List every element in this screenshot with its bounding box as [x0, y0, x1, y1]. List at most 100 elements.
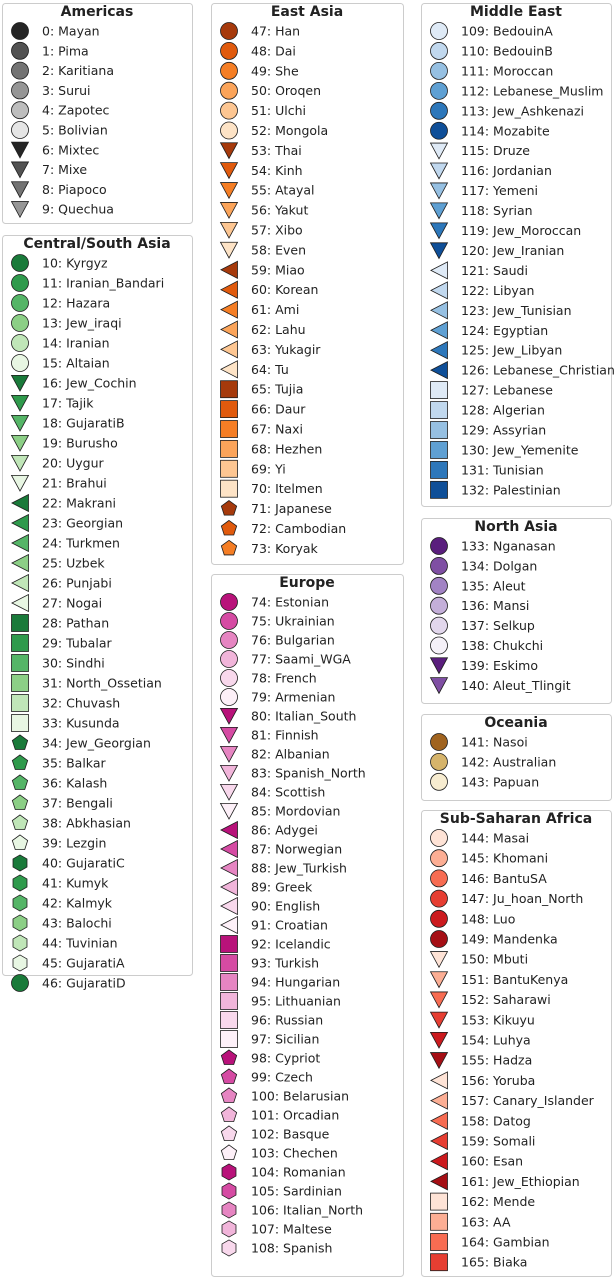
triangle-down-marker [429, 142, 449, 160]
square-marker [430, 441, 448, 459]
legend-item-label: 111: Moroccan [461, 63, 553, 78]
circle-marker [11, 334, 29, 352]
circle-marker [430, 121, 448, 140]
legend-item-label: 110: BedouinB [461, 43, 553, 58]
triangle-down-marker [10, 181, 30, 199]
legend-item-label: 164: Gambian [461, 1235, 550, 1250]
legend-item-label: 12: Hazara [42, 296, 110, 311]
pentagon-marker [220, 1049, 238, 1065]
legend-item-label: 146: BantuSA [461, 871, 547, 886]
square-marker [11, 634, 29, 652]
pentagon-marker [11, 774, 29, 790]
legend-item-label: 109: BedouinA [461, 24, 553, 39]
triangle-left-marker [430, 1111, 448, 1130]
triangle-down-marker [219, 162, 239, 180]
legend-item-label: 70: Itelmen [251, 481, 323, 496]
circle-marker [430, 889, 448, 908]
triangle-left-marker [430, 1152, 448, 1171]
legend-item-label: 24: Turkmen [42, 536, 120, 551]
legend-item-label: 52: Mongola [251, 123, 328, 138]
legend-item-label: 4: Zapotec [42, 103, 110, 118]
legend-item-label: 147: Ju_hoan_North [461, 891, 583, 906]
legend-item-label: 148: Luo [461, 911, 515, 926]
legend-item-label: 20: Uygur [42, 456, 104, 471]
legend-box [2, 3, 193, 224]
legend-item-label: 86: Adygei [251, 823, 318, 838]
legend-item-label: 44: Tuvinian [42, 936, 118, 951]
circle-marker [11, 121, 29, 139]
legend-item-label: 158: Datog [461, 1113, 531, 1128]
triangle-down-marker [429, 202, 449, 220]
circle-marker [430, 557, 448, 575]
triangle-down-marker [429, 1011, 449, 1029]
legend-item-label: 153: Kikuyu [461, 1012, 535, 1027]
circle-marker [430, 81, 448, 100]
triangle-left-marker [430, 281, 448, 300]
hexagon-marker [12, 934, 28, 952]
legend-item-label: 39: Lezgin [42, 836, 106, 851]
legend-item-label: 7: Mixe [42, 162, 87, 177]
triangle-left-marker [220, 858, 238, 878]
legend-item-label: 124: Egyptian [461, 323, 548, 338]
circle-marker [220, 593, 238, 611]
legend-item-label: 134: Dolgan [461, 558, 537, 573]
legend-item-label: 34: Jew_Georgian [42, 736, 151, 751]
square-marker [220, 400, 238, 419]
square-marker [430, 1253, 448, 1272]
legend-item-label: 11: Iranian_Bandari [42, 276, 164, 291]
legend-item-label: 66: Daur [251, 402, 306, 417]
square-marker [220, 1011, 238, 1029]
circle-marker [430, 616, 448, 635]
circle-marker [430, 869, 448, 888]
legend-item-label: 5: Bolivian [42, 123, 108, 138]
triangle-down-marker [219, 241, 239, 259]
legend-item-label: 56: Yakut [251, 203, 308, 218]
circle-marker [11, 274, 29, 292]
legend-item-label: 84: Scottish [251, 785, 325, 800]
legend-item-label: 63: Yukagir [251, 342, 321, 357]
legend-item-label: 41: Kumyk [42, 876, 109, 891]
triangle-left-marker [220, 340, 238, 359]
triangle-down-marker [219, 745, 239, 763]
square-marker [220, 1030, 238, 1048]
triangle-left-marker [430, 321, 448, 340]
legend-item-label: 99: Czech [251, 1070, 313, 1085]
legend-item-label: 53: Thai [251, 143, 302, 158]
legend-item-label: 59: Miao [251, 262, 305, 277]
legend-item-label: 155: Hadza [461, 1053, 532, 1068]
legend-item-label: 2: Karitiana [42, 63, 114, 78]
circle-marker [11, 354, 29, 372]
hexagon-marker [12, 954, 28, 972]
triangle-down-marker [429, 971, 449, 989]
legend-item-label: 138: Chukchi [461, 638, 543, 653]
triangle-down-marker [429, 242, 449, 260]
legend-item-label: 40: GujaratiC [42, 856, 125, 871]
triangle-left-marker [220, 915, 238, 935]
legend-item-label: 32: Chuvash [42, 696, 120, 711]
legend-item-label: 45: GujaratiA [42, 956, 125, 971]
legend-item-label: 94: Hungarian [251, 975, 340, 990]
legend-item-label: 165: Biaka [461, 1255, 527, 1270]
circle-marker [430, 636, 448, 655]
triangle-down-marker [219, 783, 239, 801]
legend-item-label: 1: Pima [42, 43, 89, 58]
legend-item-label: 85: Mordovian [251, 804, 340, 819]
legend-item-label: 62: Lahu [251, 322, 306, 337]
circle-marker [430, 22, 448, 40]
legend-group-middle-east: Middle East 109: BedouinA 110: BedouinB 111… [421, 3, 614, 507]
pentagon-marker [11, 754, 29, 770]
legend-item-label: 80: Italian_South [251, 709, 356, 724]
hexagon-marker [221, 1163, 237, 1181]
legend-item-label: 121: Saudi [461, 263, 528, 278]
legend-item-label: 119: Jew_Moroccan [461, 223, 581, 238]
hexagon-marker [12, 914, 28, 932]
legend-title: Americas [61, 4, 134, 20]
legend-item-label: 25: Uzbek [42, 556, 105, 571]
circle-marker [11, 41, 29, 60]
legend-item-label: 73: Koryak [251, 541, 319, 556]
legend-item-label: 126: Lebanese_Christian [461, 363, 614, 378]
circle-marker [430, 753, 448, 771]
legend-item-label: 37: Bengali [42, 796, 113, 811]
legend-item-label: 13: Jew_iraqi [42, 316, 122, 331]
